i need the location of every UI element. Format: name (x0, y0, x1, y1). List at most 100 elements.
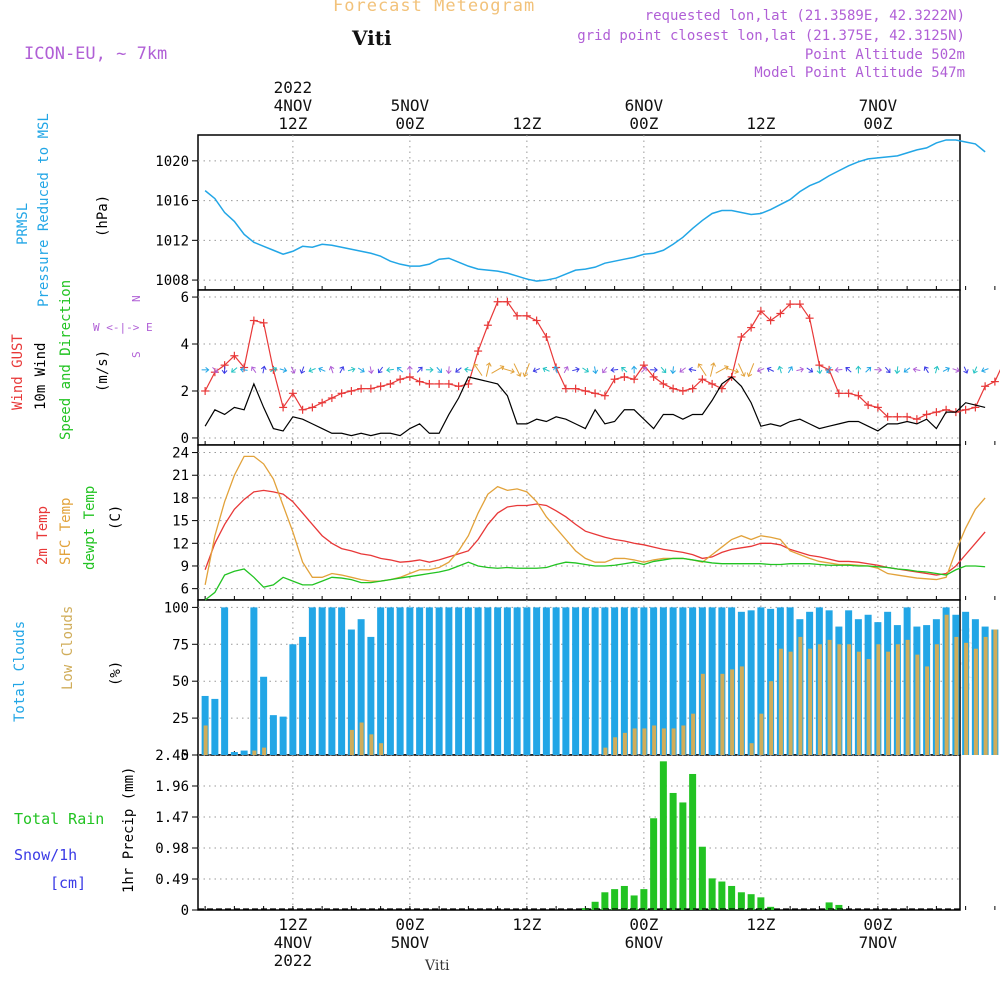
wind-arrow-shaft (416, 366, 423, 373)
gust-marker (581, 386, 590, 395)
gust-marker (659, 379, 668, 388)
compass-north: N (130, 295, 143, 302)
gust-marker (747, 323, 756, 332)
low-cloud-bar (369, 734, 374, 755)
gust-marker (357, 384, 366, 393)
wind-arrow-head (602, 368, 607, 374)
total-cloud-bar (708, 607, 716, 755)
wind-arrow-shaft (542, 367, 550, 372)
wind-arrow-shaft (679, 367, 686, 373)
wind-direction-arrow (816, 366, 823, 375)
rain-bar (689, 773, 697, 910)
wind-arrow-shaft (952, 368, 960, 372)
wind-arrow-head (553, 365, 559, 371)
wind-arrow-head (653, 366, 658, 373)
wind-arrow-head (339, 366, 345, 371)
wind-arrow-head (437, 368, 442, 374)
total-cloud-bar (406, 607, 414, 755)
wind-direction-arrow (963, 366, 969, 374)
wind-arrow-head (592, 369, 599, 375)
rain-bar (640, 889, 648, 910)
pressure-label: Pressure Reduced to MSL (36, 113, 52, 307)
gust-marker (474, 347, 483, 356)
gust-marker (591, 389, 600, 398)
gust-marker (600, 391, 609, 400)
total-cloud-bar (620, 607, 628, 755)
gust-marker (561, 384, 570, 393)
rain-bar (620, 885, 628, 910)
gust-marker (513, 311, 522, 320)
total-cloud-bar (581, 607, 589, 755)
wind-direction-arrow (212, 366, 218, 373)
wind-direction-arrow (933, 365, 940, 374)
total-cloud-bar (503, 607, 511, 755)
time-label-top: 2022 (274, 78, 313, 97)
wind-arrow-shaft (787, 366, 793, 374)
wind-arrow-shaft (473, 363, 483, 376)
gust-marker (366, 384, 375, 393)
gust-marker (756, 307, 765, 316)
gust-marker (708, 379, 717, 388)
wind-arrow-head (866, 366, 872, 372)
wind-direction-arrow (737, 363, 746, 377)
low-cloud-bar (856, 651, 861, 755)
station-name: Viti (352, 26, 392, 50)
gust-marker (795, 300, 804, 309)
wind-direction-arrow (436, 366, 442, 374)
y-tick-label: 25 (172, 711, 189, 727)
y-tick-label: 75 (172, 637, 189, 653)
wind-arrow-shaft (436, 366, 442, 373)
total-cloud-bar (513, 607, 521, 755)
y-tick-label: 21 (172, 468, 189, 484)
wind-arrow-shaft (251, 366, 257, 374)
gust-marker (786, 300, 795, 309)
wind-arrow-head (756, 367, 762, 373)
wind-direction-arrow (912, 366, 921, 373)
rain-bar (825, 902, 833, 910)
wind-arrow-head (808, 367, 814, 373)
total-cloud-bar (464, 607, 472, 755)
wind-arrow-head (260, 365, 267, 371)
low-cloud-bar (262, 747, 267, 755)
y-tick-label: 1012 (155, 233, 189, 249)
grid-point-coords: grid point closest lon,lat (21.375E, 42.… (577, 28, 965, 44)
wind-arrow-shaft (563, 366, 569, 374)
wind-arrow-head (933, 365, 940, 371)
gust-marker (776, 309, 785, 318)
wind-arrow-head (282, 367, 288, 373)
y-tick-label: 4 (181, 337, 189, 353)
gust-marker (376, 382, 385, 391)
wind-direction-arrow (834, 367, 843, 373)
wind-direction-arrow (396, 367, 404, 373)
gust-marker (542, 332, 551, 341)
low-cloud-bar (252, 750, 257, 755)
gust-marker (766, 316, 775, 325)
wind-arrow-shaft (806, 367, 813, 373)
total-cloud-bar (591, 607, 599, 755)
wind-arrow-shaft (924, 366, 929, 374)
y-tick-label: 24 (172, 446, 189, 462)
time-label-top: 12Z (746, 114, 775, 133)
low-clouds-label: Low Clouds (60, 606, 76, 690)
wind-arrow-shaft (290, 366, 295, 374)
time-label-top: 12Z (512, 114, 541, 133)
wind-arrow-shaft (621, 367, 628, 373)
total-cloud-bar (377, 607, 385, 755)
wind-direction-arrow (972, 366, 978, 374)
y-tick-label: 1020 (155, 154, 189, 170)
wind-arrow-head (834, 367, 839, 373)
wind-direction-label: Speed and Direction (58, 280, 74, 440)
model-label: ICON-EU, ~ 7km (24, 44, 168, 64)
compass-west-east: W <-|-> E (93, 321, 153, 334)
wind-direction-arrow (500, 367, 515, 374)
total-cloud-bar (416, 607, 424, 755)
cloud-unit: (%) (108, 661, 124, 686)
wind-arrow-shaft (347, 368, 355, 372)
low-cloud-bar (652, 725, 657, 755)
low-cloud-bar (866, 659, 871, 755)
gust-marker (893, 412, 902, 421)
total-cloud-bar (484, 607, 492, 755)
gust-marker (503, 297, 512, 306)
gust-marker (961, 405, 970, 414)
